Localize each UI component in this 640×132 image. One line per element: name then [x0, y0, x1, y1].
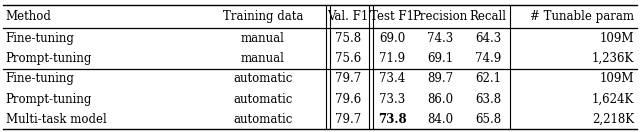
Text: 1,624K: 1,624K	[592, 93, 634, 105]
Text: Training data: Training data	[223, 10, 303, 23]
Text: 62.1: 62.1	[475, 72, 501, 85]
Text: Val. F1: Val. F1	[327, 10, 369, 23]
Text: automatic: automatic	[234, 72, 292, 85]
Text: Test F1: Test F1	[370, 10, 414, 23]
Text: 1,236K: 1,236K	[592, 52, 634, 65]
Text: 71.9: 71.9	[379, 52, 405, 65]
Text: 86.0: 86.0	[428, 93, 454, 105]
Text: # Tunable param: # Tunable param	[530, 10, 634, 23]
Text: 69.0: 69.0	[379, 32, 405, 45]
Text: 74.3: 74.3	[428, 32, 454, 45]
Text: 73.4: 73.4	[379, 72, 405, 85]
Text: 75.6: 75.6	[335, 52, 361, 65]
Text: 79.6: 79.6	[335, 93, 361, 105]
Text: 63.8: 63.8	[475, 93, 501, 105]
Text: automatic: automatic	[234, 93, 292, 105]
Text: Prompt-tuning: Prompt-tuning	[6, 52, 92, 65]
Text: manual: manual	[241, 52, 285, 65]
Text: 79.7: 79.7	[335, 72, 361, 85]
Text: 69.1: 69.1	[428, 52, 454, 65]
Text: manual: manual	[241, 32, 285, 45]
Text: 74.9: 74.9	[475, 52, 501, 65]
Text: 2,218K: 2,218K	[592, 113, 634, 126]
Text: Multi-task model: Multi-task model	[6, 113, 106, 126]
Text: Method: Method	[6, 10, 52, 23]
Text: 84.0: 84.0	[428, 113, 454, 126]
Text: Fine-tuning: Fine-tuning	[6, 32, 75, 45]
Text: Prompt-tuning: Prompt-tuning	[6, 93, 92, 105]
Text: Precision: Precision	[413, 10, 468, 23]
Text: Fine-tuning: Fine-tuning	[6, 72, 75, 85]
Text: automatic: automatic	[234, 113, 292, 126]
Text: 109M: 109M	[600, 72, 634, 85]
Text: 73.3: 73.3	[379, 93, 405, 105]
Text: 109M: 109M	[600, 32, 634, 45]
Text: 73.8: 73.8	[378, 113, 406, 126]
Text: Recall: Recall	[469, 10, 506, 23]
Text: 65.8: 65.8	[475, 113, 501, 126]
Text: 79.7: 79.7	[335, 113, 361, 126]
Text: 64.3: 64.3	[475, 32, 501, 45]
Text: 75.8: 75.8	[335, 32, 361, 45]
Text: 89.7: 89.7	[428, 72, 454, 85]
